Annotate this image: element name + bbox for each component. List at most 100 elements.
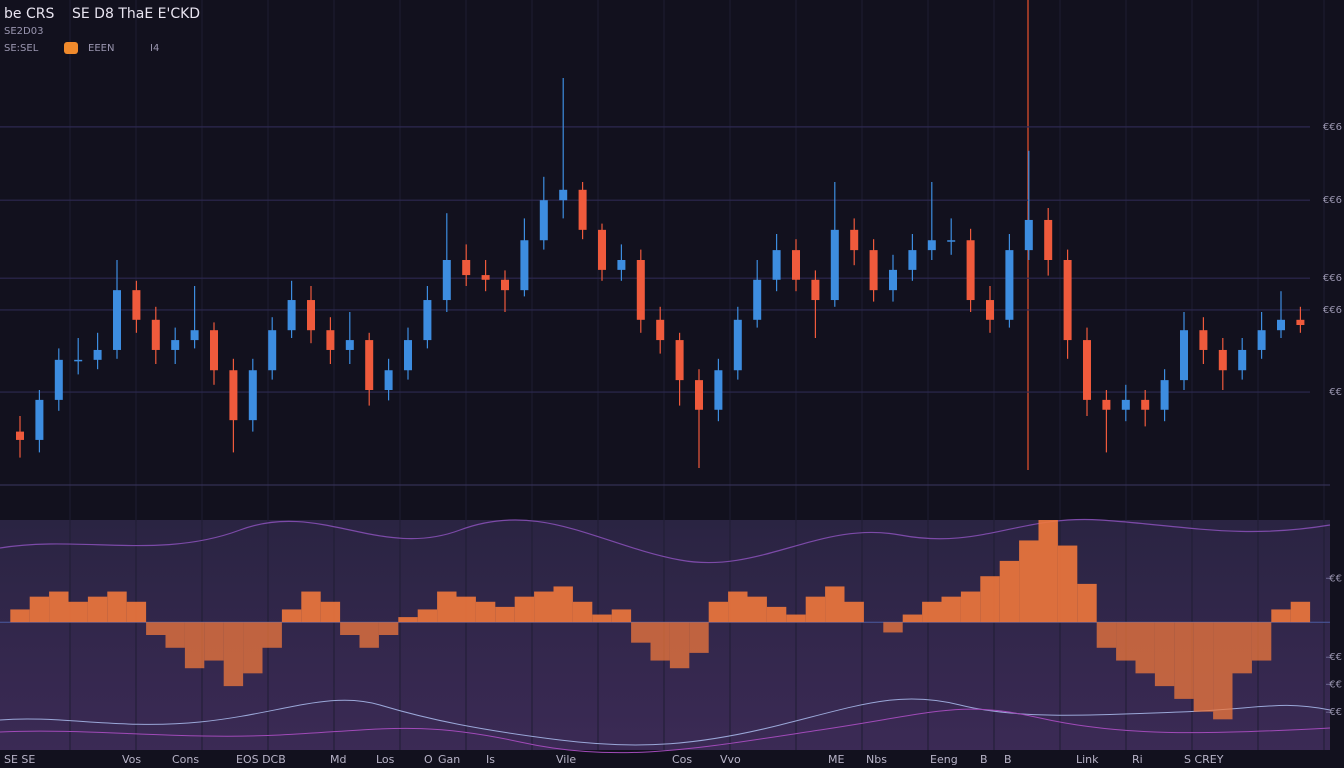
histogram-bar [922, 601, 942, 623]
candle-body [811, 279, 820, 301]
histogram-bar [708, 601, 729, 623]
histogram-bar [243, 622, 263, 674]
candle-body [850, 229, 859, 251]
candle-body [656, 319, 665, 341]
candle-body [268, 330, 277, 371]
candle-body [501, 279, 509, 291]
histogram-bar [825, 586, 845, 623]
candle-body [966, 240, 975, 301]
x-label: SE SE [4, 753, 35, 766]
histogram-bar [1019, 540, 1039, 623]
candle-body [578, 189, 587, 230]
histogram-bar [534, 591, 554, 623]
candle-body [908, 250, 917, 270]
candle-body [1121, 399, 1130, 410]
candle-body [113, 290, 121, 350]
histogram-bar [1077, 583, 1097, 623]
candle-body [1238, 349, 1247, 371]
x-label: B [1004, 753, 1012, 766]
candle-body [1160, 380, 1169, 410]
candle-body [830, 229, 839, 301]
x-label: Cons [172, 753, 199, 766]
histogram-bar [805, 596, 826, 623]
histogram-bar [689, 622, 709, 653]
histogram-bar [398, 617, 418, 623]
histogram-bar [1232, 622, 1252, 674]
x-label: B [980, 753, 988, 766]
indicator-line [0, 518, 1331, 564]
info: SE2D03 [4, 26, 43, 37]
candle-body [1083, 340, 1091, 400]
candle-body [1044, 219, 1053, 260]
histogram-bar [999, 560, 1020, 623]
candle-body [151, 319, 160, 350]
y-tick-label: €€6 [1323, 305, 1342, 316]
histogram-bar [456, 596, 476, 623]
candle-body [365, 340, 374, 390]
candle-body [190, 330, 199, 341]
candle-body [947, 240, 956, 242]
candle-body [1199, 330, 1208, 350]
histogram-bar [10, 609, 30, 623]
candle-body [229, 370, 238, 421]
candle-body [287, 300, 296, 331]
candle-body [986, 300, 994, 320]
candle-body [1024, 219, 1033, 251]
candle-body [753, 279, 762, 320]
candle-body [1277, 319, 1285, 331]
histogram-bar [29, 596, 50, 623]
x-label: Vvo [720, 753, 741, 766]
histogram-bar [262, 622, 282, 648]
y-tick-label: €€ [1329, 387, 1342, 398]
histogram-bar [592, 614, 612, 623]
candle-body [74, 359, 83, 362]
histogram-bar [572, 601, 593, 623]
histogram-bar [359, 622, 379, 648]
histogram-bar [204, 622, 224, 661]
histogram-bar [650, 622, 670, 661]
y-tick-label: €€ [1329, 707, 1342, 718]
histogram-bar [1096, 622, 1117, 648]
x-label: Vile [556, 753, 576, 766]
candle-body [636, 260, 645, 320]
candle-body [16, 431, 24, 440]
candle-body [54, 359, 63, 400]
candle-body [404, 340, 412, 371]
x-label: O [424, 753, 433, 766]
y-tick-label: €€ [1329, 679, 1342, 690]
histogram-bar [514, 596, 535, 623]
candle-body [733, 319, 742, 371]
histogram-bar [301, 591, 321, 623]
signal-line-2 [0, 708, 1331, 754]
candle-body [869, 250, 878, 291]
info: EEEN [88, 43, 114, 54]
histogram-bar [475, 601, 496, 623]
candle-body [792, 250, 800, 280]
candle-body [617, 260, 626, 270]
histogram-bar [747, 596, 767, 623]
candle-body [442, 260, 451, 301]
x-label: Is [486, 753, 495, 766]
info: I4 [150, 43, 159, 54]
histogram-bar [378, 622, 399, 635]
x-label: Eeng [930, 753, 958, 766]
histogram-bar [1057, 545, 1078, 623]
candle-body [772, 250, 781, 280]
histogram-bar [146, 622, 166, 635]
candle-body [675, 340, 684, 381]
footer: SE SE Vos Cons EOS DCB Md Los O Gan Is Vile Cos Vvo… [4, 753, 1224, 766]
candle-body [462, 260, 471, 276]
histogram-bar [165, 622, 185, 648]
candle-body [248, 370, 257, 421]
x-label: Los [376, 753, 395, 766]
y-tick-label: €€ [1329, 573, 1342, 584]
candle-body [1296, 319, 1305, 325]
candle-body [1218, 349, 1227, 371]
y-tick-label: €€6 [1323, 273, 1342, 284]
histogram-bar [107, 591, 127, 623]
histogram-bar [960, 591, 981, 623]
candle-body [384, 370, 393, 390]
x-label: Gan [438, 753, 460, 766]
